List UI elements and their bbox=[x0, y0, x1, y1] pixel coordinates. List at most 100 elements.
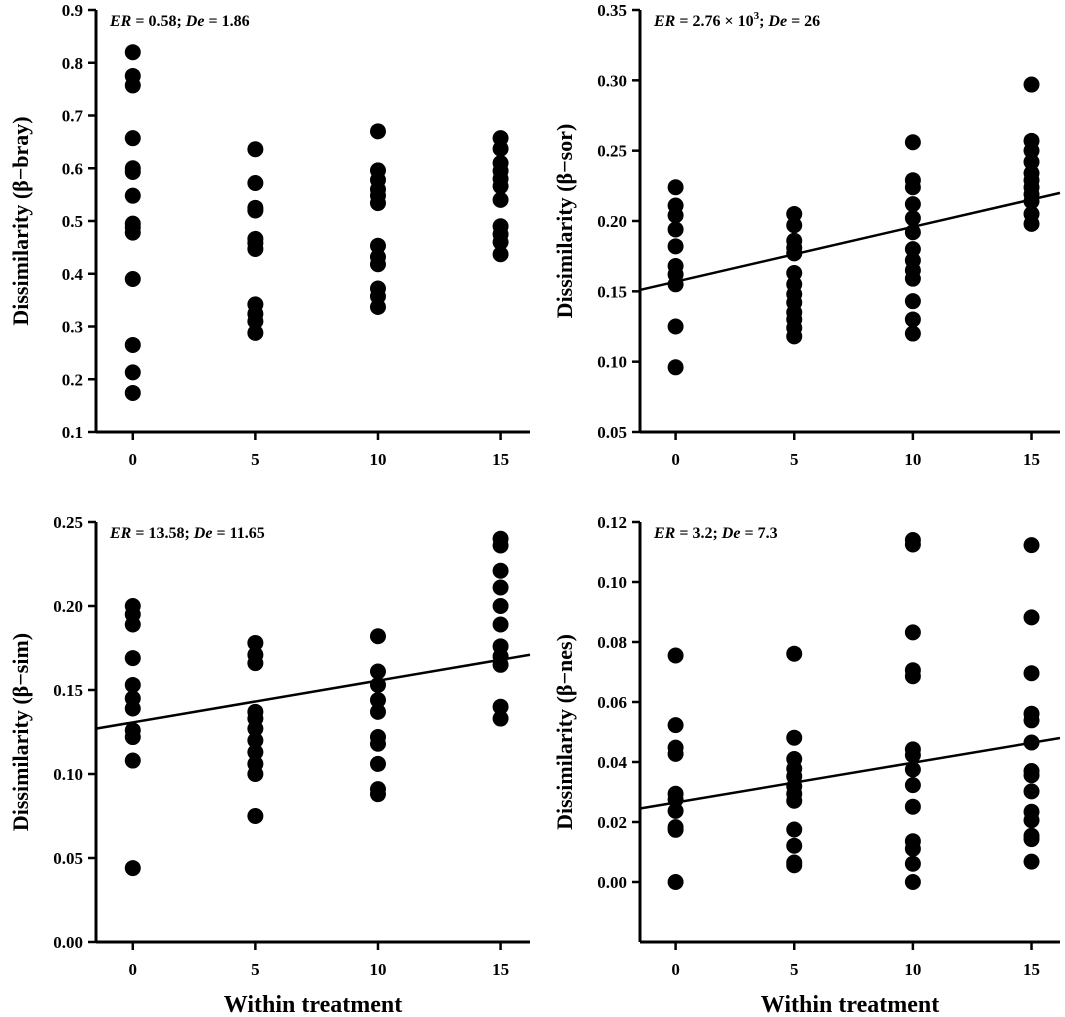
data-point-sim-x0 bbox=[124, 676, 141, 693]
data-point-sim-x10 bbox=[369, 628, 386, 645]
data-point-nes-x10 bbox=[904, 536, 921, 553]
data-point-sim-x5 bbox=[247, 744, 264, 761]
data-point-sor-x0 bbox=[667, 359, 684, 376]
panel-bray: 0.1 0.2 0.3 0.4 0.5 0.6 0.7 0.8 0.9 0 5 10 15 Dissimi… bbox=[8, 1, 530, 469]
data-point-sor-x10 bbox=[904, 311, 921, 328]
data-point-nes-x10 bbox=[904, 668, 921, 685]
annot-er-label: ER bbox=[653, 525, 676, 542]
data-point-nes-x15 bbox=[1023, 537, 1040, 554]
data-point-bray-x10 bbox=[369, 237, 386, 254]
y-tick-label: 0.10 bbox=[597, 573, 627, 592]
data-point-sim-x5 bbox=[247, 808, 264, 824]
data-point-sor-x10 bbox=[904, 270, 921, 287]
annot-er-value: = 3.2; bbox=[675, 525, 721, 542]
data-point-sor-x15 bbox=[1023, 142, 1040, 159]
x-axis-title: Within treatment bbox=[761, 992, 939, 1017]
data-point-bray-x5 bbox=[247, 141, 264, 158]
y-tick-label: 0.15 bbox=[53, 681, 83, 700]
annot-er-value: = 13.58; bbox=[131, 525, 193, 542]
annot-er-label: ER bbox=[109, 13, 132, 30]
data-point-sim-x5 bbox=[247, 766, 264, 782]
x-tick-label: 15 bbox=[1023, 450, 1040, 469]
annot-de-value: = 11.65 bbox=[212, 525, 264, 542]
data-point-sor-x10 bbox=[904, 134, 921, 151]
data-point-sim-x0 bbox=[124, 729, 141, 746]
y-tick-label: 0.04 bbox=[597, 753, 627, 772]
x-tick-label: 10 bbox=[904, 450, 921, 469]
data-point-sor-x10 bbox=[904, 293, 921, 310]
data-point-nes-x10 bbox=[904, 874, 921, 890]
data-point-bray-x0 bbox=[124, 44, 141, 61]
data-point-sim-x15 bbox=[492, 537, 509, 554]
data-point-nes-x15 bbox=[1023, 665, 1040, 682]
data-point-bray-x10 bbox=[369, 123, 386, 140]
data-point-nes-x15 bbox=[1023, 853, 1040, 870]
x-tick-label: 5 bbox=[251, 960, 260, 979]
data-point-nes-x0 bbox=[667, 821, 684, 838]
data-point-bray-x15 bbox=[492, 191, 509, 208]
data-point-sor-x15 bbox=[1023, 76, 1040, 93]
y-tick-label: 0.35 bbox=[597, 1, 627, 20]
data-point-nes-x10 bbox=[904, 761, 921, 778]
data-point-sim-x15 bbox=[492, 698, 509, 715]
data-point-nes-x15 bbox=[1023, 712, 1040, 729]
data-point-sor-x0 bbox=[667, 276, 684, 293]
data-point-bray-x0 bbox=[124, 336, 141, 353]
annot-er-value: = 0.58; bbox=[131, 13, 185, 30]
annot-er-label: ER bbox=[653, 13, 676, 30]
x-tick-label: 10 bbox=[369, 450, 386, 469]
data-point-sim-x5 bbox=[247, 634, 264, 651]
annot-de-label: De bbox=[767, 13, 787, 30]
y-tick-label: 0.06 bbox=[597, 693, 627, 712]
data-point-sim-x5 bbox=[247, 732, 264, 749]
y-tick-label: 0.10 bbox=[597, 353, 627, 372]
data-point-sor-x10 bbox=[904, 179, 921, 196]
data-point-sim-x5 bbox=[247, 655, 264, 672]
data-point-nes-x10 bbox=[904, 747, 921, 764]
data-point-sor-x10 bbox=[904, 325, 921, 342]
data-point-bray-x10 bbox=[369, 256, 386, 273]
data-point-sor-x0 bbox=[667, 179, 684, 196]
data-point-sim-x10 bbox=[369, 663, 386, 680]
data-point-bray-x10 bbox=[369, 195, 386, 212]
x-tick-label: 5 bbox=[251, 450, 260, 469]
y-tick-label: 0.8 bbox=[62, 54, 83, 73]
data-point-sim-x0 bbox=[124, 700, 141, 717]
data-point-sor-x0 bbox=[667, 221, 684, 238]
y-tick-label: 0.5 bbox=[62, 212, 83, 231]
annot-de-value: = 1.86 bbox=[204, 13, 249, 30]
data-point-sor-x0 bbox=[667, 238, 684, 255]
annot-de-value: = 7.3 bbox=[740, 525, 777, 542]
y-tick-label: 0.20 bbox=[597, 212, 627, 231]
data-point-nes-x5 bbox=[786, 645, 803, 662]
y-tick-label: 0.6 bbox=[62, 159, 83, 178]
data-point-sor-x10 bbox=[904, 196, 921, 213]
x-tick-label: 15 bbox=[492, 450, 509, 469]
annot-de-label: De bbox=[193, 525, 213, 542]
stats-annotation: ER = 2.76 × 103; De = 26 bbox=[653, 10, 820, 30]
regression-line bbox=[95, 653, 531, 730]
x-tick-label: 0 bbox=[671, 960, 680, 979]
data-point-nes-x5 bbox=[786, 837, 803, 854]
data-point-sor-x5 bbox=[786, 217, 803, 234]
data-point-sor-x15 bbox=[1023, 215, 1040, 232]
data-point-sim-x15 bbox=[492, 579, 509, 596]
data-point-bray-x10 bbox=[369, 298, 386, 315]
panel-sor: 0.05 0.10 0.15 0.20 0.25 0.30 0.35 0 5 10 15 Dissim… bbox=[552, 1, 1061, 469]
data-point-nes-x15 bbox=[1023, 609, 1040, 626]
data-point-sor-x5 bbox=[786, 328, 803, 345]
data-point-nes-x15 bbox=[1023, 783, 1040, 800]
y-tick-label: 0.25 bbox=[597, 142, 627, 161]
data-point-nes-x15 bbox=[1023, 831, 1040, 848]
data-point-nes-x0 bbox=[667, 802, 684, 819]
data-point-sor-x10 bbox=[904, 241, 921, 258]
data-point-bray-x0 bbox=[124, 77, 141, 94]
y-tick-label: 0.08 bbox=[597, 633, 627, 652]
data-point-sim-x0 bbox=[124, 650, 141, 667]
data-point-sor-x0 bbox=[667, 318, 684, 335]
x-tick-label: 10 bbox=[904, 960, 921, 979]
y-tick-label: 0.4 bbox=[62, 265, 84, 284]
annot-er-suffix: ; bbox=[759, 13, 768, 30]
data-point-nes-x10 bbox=[904, 777, 921, 794]
data-point-nes-x10 bbox=[904, 840, 921, 857]
